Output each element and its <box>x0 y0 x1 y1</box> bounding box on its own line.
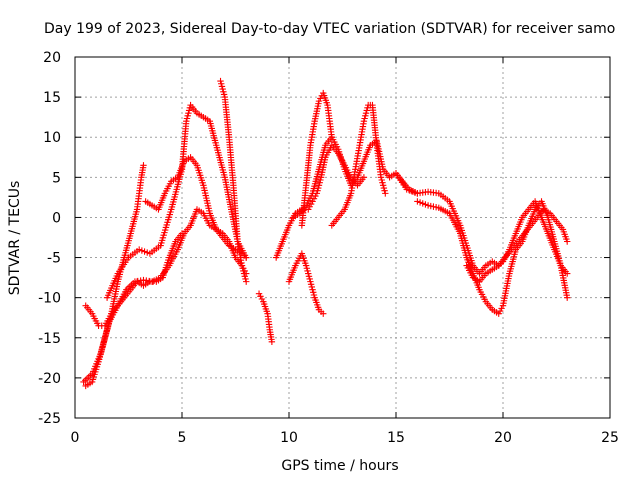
y-tick-labels: 20 15 10 5 0 -5 -10 -15 -20 -25 <box>38 50 61 427</box>
data-point <box>564 270 571 277</box>
y-axis-title: SDTVAR / TECUs <box>7 181 23 296</box>
y-tick-label: -15 <box>38 331 61 347</box>
y-tick-label: 5 <box>52 170 61 186</box>
y-tick-label: 10 <box>43 130 61 146</box>
y-tick-label: -25 <box>38 411 61 427</box>
data-point <box>320 310 327 317</box>
x-tick-label: 5 <box>178 430 187 446</box>
series-track-d <box>103 101 250 301</box>
y-tick-label: -10 <box>38 291 61 307</box>
x-tick-label: 15 <box>387 430 405 446</box>
y-tick-label: 20 <box>43 50 61 66</box>
x-axis-title: GPS time / hours <box>281 458 398 474</box>
series-track-n <box>414 198 571 317</box>
x-tick-label: 10 <box>280 430 298 446</box>
series-track-h <box>272 142 368 261</box>
y-tick-label: 0 <box>52 210 61 226</box>
data-point <box>140 162 147 169</box>
series-track-f <box>217 77 250 285</box>
chart-title: Day 199 of 2023, Sidereal Day-to-day VTE… <box>44 21 615 37</box>
x-tick-label: 25 <box>601 430 619 446</box>
gridlines <box>75 57 610 418</box>
data-point <box>360 174 368 181</box>
axis-ticks <box>74 56 611 419</box>
series-track-j <box>298 89 335 229</box>
data-point <box>564 294 571 301</box>
data-point <box>178 230 186 237</box>
y-tick-label: 15 <box>43 90 61 106</box>
data-point <box>564 238 571 245</box>
x-tick-labels: 0 5 10 15 20 25 <box>71 430 619 446</box>
x-tick-label: 20 <box>494 430 512 446</box>
data-point <box>243 254 250 261</box>
series-track-g <box>255 290 276 345</box>
series-track-l <box>285 250 327 317</box>
data-point <box>382 190 389 197</box>
series-track-m <box>392 170 571 277</box>
y-tick-label: -5 <box>47 251 61 267</box>
data-point <box>328 134 335 141</box>
y-tick-label: -20 <box>38 371 61 387</box>
series-track-k <box>328 101 389 229</box>
data-point <box>243 278 250 285</box>
data-points <box>80 77 571 390</box>
x-tick-label: 0 <box>71 430 80 446</box>
plot-frame <box>74 56 611 419</box>
series-track-o <box>463 206 571 285</box>
data-point <box>268 338 276 345</box>
series-track-c <box>82 230 186 329</box>
